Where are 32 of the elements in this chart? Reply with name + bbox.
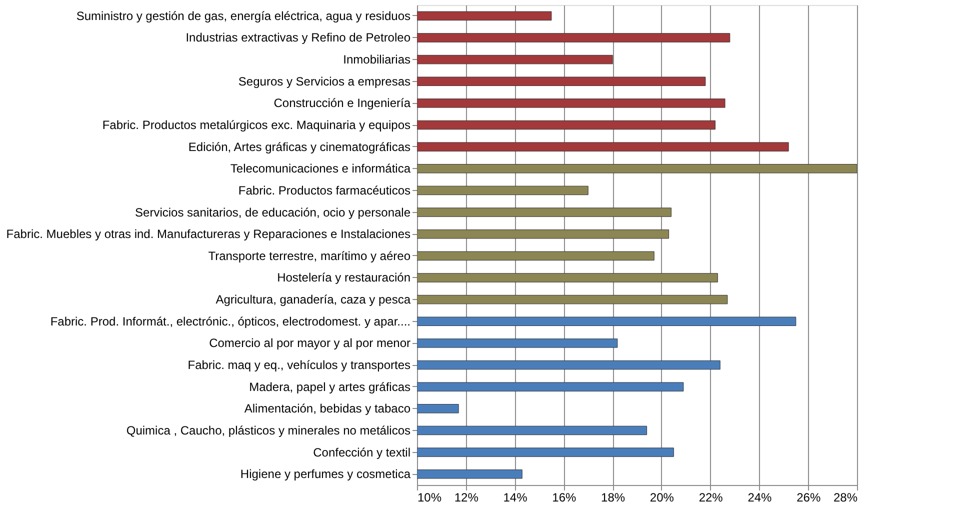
x-tick-label: 28% bbox=[833, 490, 858, 504]
x-tick-label: 10% bbox=[418, 490, 442, 504]
x-tick-label: 14% bbox=[503, 490, 528, 504]
y-tick-label: Edición, Artes gráficas y cinematográficas bbox=[188, 140, 410, 154]
x-tick-label: 16% bbox=[552, 490, 576, 504]
y-tick-label: Seguros y Servicios a empresas bbox=[238, 74, 410, 88]
y-tick-label: Transporte terrestre, marítimo y aéreo bbox=[208, 248, 411, 263]
y-tick-label: Fabric. Productos farmacéuticos bbox=[238, 183, 410, 198]
y-tick-label: Fabric. Prod. Informát., electrónic., ópticos, electrodomest. y apar.... bbox=[50, 314, 410, 328]
x-tick-label: 22% bbox=[698, 490, 724, 504]
y-tick-label: Fabric. maq y eq., vehículos y transportes bbox=[188, 358, 410, 372]
y-tick-label: Inmobiliarias bbox=[343, 52, 410, 67]
x-tick-label: 24% bbox=[748, 490, 772, 504]
y-tick-label: Hostelería y restauración bbox=[277, 270, 410, 285]
y-tick-label: Comercio al por mayor y al por menor bbox=[209, 336, 410, 350]
y-tick-label: Quimica , Caucho, plásticos y minerales no metálicos bbox=[126, 423, 410, 438]
y-tick-label: Confección y textil bbox=[313, 445, 410, 460]
y-tick-label: Fabric. Muebles y otras ind. Manufactureras y Reparaciones e Instalaciones bbox=[6, 227, 410, 242]
x-tick-label: 20% bbox=[650, 490, 674, 504]
y-tick-label: Madera, papel y artes gráficas bbox=[249, 380, 410, 394]
y-tick-label: Higiene y perfumes y cosmetica bbox=[240, 467, 411, 482]
x-tick-label: 18% bbox=[601, 490, 626, 504]
y-tick-label: Suministro y gestión de gas, energía eléctrica, agua y residuos bbox=[76, 8, 410, 23]
y-tick-label: Construcción e Ingeniería bbox=[274, 96, 411, 110]
y-tick-label: Agricultura, ganadería, caza y pesca bbox=[216, 292, 411, 307]
y-tick-label: Servicios sanitarios, de educación, ocio y personale bbox=[135, 205, 411, 220]
y-tick-label: Industrias extractivas y Refino de Petroleo bbox=[186, 30, 411, 45]
x-tick-label: 26% bbox=[796, 490, 821, 504]
y-tick-label: Fabric. Productos metalúrgicos exc. Maquinaria y equipos bbox=[102, 118, 410, 132]
y-tick-label: Alimentación, bebidas y tabaco bbox=[244, 402, 411, 416]
y-tick-label: Telecomunicaciones e informática bbox=[230, 162, 411, 176]
x-tick-label: 12% bbox=[454, 490, 479, 504]
